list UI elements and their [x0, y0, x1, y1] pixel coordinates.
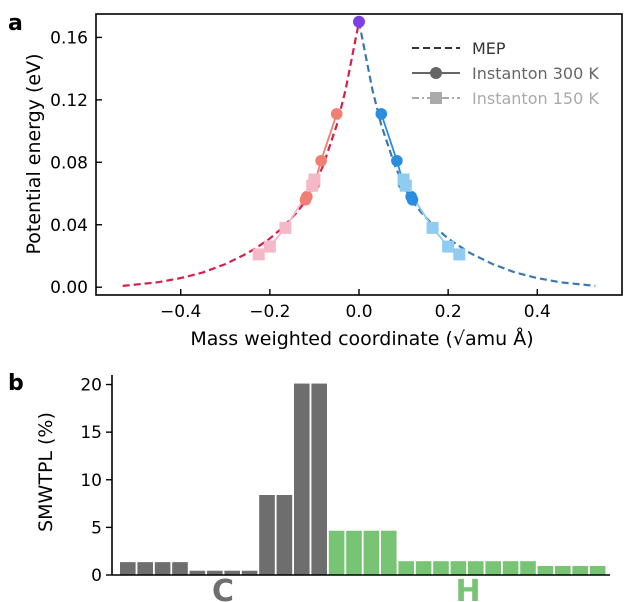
panel-a-y-tick-label: 0.08 — [50, 153, 88, 173]
instanton-150k-point — [426, 221, 439, 234]
instanton-300k-point — [406, 193, 419, 206]
legend-instanton-150-marker — [430, 92, 442, 104]
instanton-150k-point — [308, 173, 321, 186]
panel-a-y-ticks: 0.00 0.04 0.08 0.12 0.16 — [50, 28, 102, 298]
bar-h-10 — [485, 561, 501, 575]
instanton-150k-point — [263, 240, 276, 253]
instanton-150k-point — [453, 248, 466, 261]
panel-a-y-tick-label: 0.16 — [50, 28, 88, 48]
panel-a-x-axis-label: Mass weighted coordinate (√amu Å) — [190, 327, 533, 350]
bar-h-14 — [555, 565, 571, 575]
bar-h-12 — [520, 561, 536, 575]
panel-b-y-ticks: 0 5 10 15 20 — [80, 376, 112, 586]
instanton-300k-point — [301, 190, 313, 203]
bar-c-4 — [172, 562, 188, 575]
bar-h-7 — [433, 561, 449, 575]
group-label-c: C — [212, 574, 234, 602]
bar-h-11 — [502, 561, 519, 575]
legend-instanton-300-marker — [430, 67, 442, 79]
panel-a-x-tick-label: 0.4 — [524, 302, 551, 322]
bar-c-9 — [259, 495, 275, 575]
panel-b-bars — [120, 383, 606, 575]
panel-b-y-tick-label: 0 — [91, 566, 102, 586]
instanton-150k-point — [252, 248, 265, 261]
panel-a-label: a — [8, 11, 23, 36]
bar-c-8 — [241, 570, 258, 575]
panel-a-x-tick-label: 0.2 — [435, 302, 462, 322]
instanton-150k-point — [279, 221, 292, 234]
panel-a-plot-area — [122, 15, 596, 287]
instanton-300k-point — [391, 154, 403, 167]
mep-curve-right — [357, 21, 596, 287]
bar-c-5 — [189, 570, 206, 575]
bar-c-1 — [120, 562, 136, 575]
instanton-300k-point — [330, 108, 343, 120]
bar-h-2 — [346, 530, 362, 575]
bar-h-15 — [572, 565, 588, 575]
panel-a-x-tick-label: −0.2 — [249, 302, 290, 322]
bar-h-9 — [468, 561, 484, 575]
bar-c-2 — [137, 562, 153, 575]
panel-a-x-tick-label: −0.4 — [160, 302, 201, 322]
bar-c-12 — [311, 383, 327, 575]
panel-a-x-tick-label: 0.0 — [345, 302, 372, 322]
bar-c-6 — [207, 570, 223, 575]
bar-h-8 — [450, 561, 467, 575]
bar-h-4 — [381, 530, 397, 575]
panel-b-y-tick-label: 20 — [80, 376, 102, 396]
bar-c-11 — [294, 383, 310, 575]
bar-h-6 — [415, 561, 432, 575]
instanton-150k-point — [399, 179, 412, 192]
bar-h-3 — [363, 530, 380, 575]
legend-instanton-300-label: Instanton 300 K — [472, 64, 599, 83]
bar-h-13 — [537, 565, 554, 575]
panel-a-legend: MEP Instanton 300 K Instanton 150 K — [412, 39, 599, 108]
legend-instanton-150-label: Instanton 150 K — [472, 89, 599, 108]
legend-mep-label: MEP — [472, 39, 506, 58]
panel-a-y-axis-label: Potential energy (eV) — [23, 53, 45, 254]
instanton-150k-point — [442, 240, 455, 253]
panel-a-y-tick-label: 0.12 — [50, 91, 88, 111]
panel-b-y-axis-label: SMWTPL (%) — [35, 412, 57, 532]
panel-a-y-tick-label: 0.04 — [50, 216, 88, 236]
panel-b-y-tick-label: 5 — [91, 518, 102, 538]
panel-a-frame — [95, 13, 623, 296]
bar-h-5 — [398, 561, 414, 575]
panel-a-x-ticks: −0.4 −0.2 0.0 0.2 0.4 — [160, 289, 551, 322]
group-label-h: H — [455, 574, 480, 602]
bar-h-1 — [328, 530, 345, 575]
panel-a-y-tick-label: 0.00 — [50, 278, 88, 298]
mep-curve-left — [122, 21, 361, 287]
bar-c-10 — [276, 495, 293, 575]
bar-c-3 — [154, 562, 171, 575]
panel-b-label: b — [8, 371, 24, 396]
transition-state-point — [353, 15, 365, 28]
panel-b-y-tick-label: 15 — [80, 423, 102, 443]
instanton-300k-point — [375, 108, 388, 120]
instanton-300k-point — [315, 154, 327, 167]
bar-h-16 — [589, 565, 606, 575]
bar-c-7 — [224, 570, 240, 575]
panel-b-y-tick-label: 10 — [80, 471, 102, 491]
